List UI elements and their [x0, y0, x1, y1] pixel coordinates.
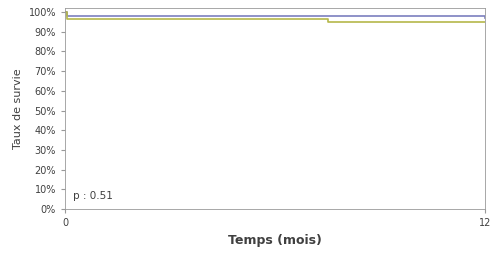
Y-axis label: Taux de survie: Taux de survie: [13, 68, 23, 149]
Text: p : 0.51: p : 0.51: [74, 191, 114, 201]
X-axis label: Temps (mois): Temps (mois): [228, 234, 322, 247]
